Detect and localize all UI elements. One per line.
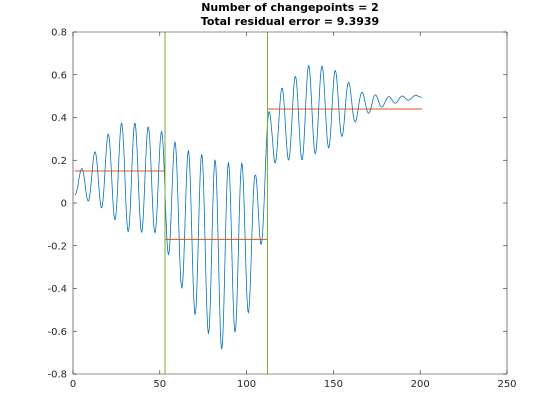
y-tick-label: 0.8 bbox=[51, 28, 67, 39]
y-tick-label: -0.6 bbox=[47, 327, 67, 338]
y-tick-label: -0.2 bbox=[47, 241, 67, 252]
y-tick-label: 0 bbox=[61, 199, 67, 210]
chart-title-line-2: Total residual error = 9.3939 bbox=[201, 15, 379, 28]
chart-title-line-1: Number of changepoints = 2 bbox=[201, 1, 379, 14]
plot-group bbox=[74, 64, 422, 350]
plot-area bbox=[73, 32, 507, 374]
x-tick-label: 100 bbox=[237, 379, 256, 390]
x-tick-label: 0 bbox=[70, 379, 76, 390]
changepoints-group bbox=[164, 32, 268, 374]
x-tick-label: 200 bbox=[411, 379, 430, 390]
y-tick-label: 0.4 bbox=[51, 113, 67, 124]
y-tick-label: 0.6 bbox=[51, 70, 67, 81]
y-tick-label: -0.8 bbox=[47, 370, 67, 381]
x-tick-label: 50 bbox=[153, 379, 166, 390]
x-ticks-group: 0 50 100 150 200 250 bbox=[70, 32, 517, 390]
signal-series-line bbox=[74, 64, 422, 350]
y-tick-label: 0.2 bbox=[51, 156, 67, 167]
y-ticks-group: -0.8 -0.6 -0.4 -0.2 0 0.2 0.4 0.6 0.8 bbox=[47, 28, 507, 381]
x-tick-label: 150 bbox=[324, 379, 343, 390]
y-tick-label: -0.4 bbox=[47, 284, 67, 295]
segment-means-group bbox=[74, 108, 422, 240]
x-tick-label: 250 bbox=[497, 379, 516, 390]
